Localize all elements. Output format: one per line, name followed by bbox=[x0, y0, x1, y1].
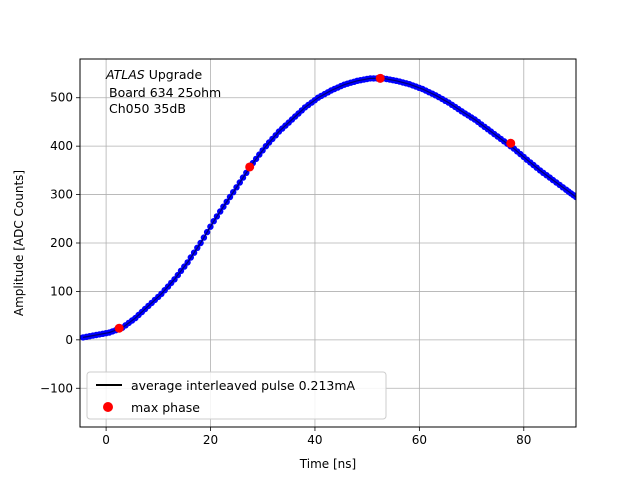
average-pulse-line-overlay bbox=[82, 77, 576, 338]
y-tick-label: 400 bbox=[50, 139, 73, 153]
x-tick-label: 20 bbox=[203, 433, 218, 447]
series-group bbox=[80, 73, 576, 341]
x-tick-label: 60 bbox=[412, 433, 427, 447]
x-tick-label: 0 bbox=[102, 433, 110, 447]
x-axis-label: Time [ns] bbox=[299, 457, 356, 471]
y-tick-label: 200 bbox=[50, 236, 73, 250]
legend-box bbox=[86, 371, 387, 420]
legend-label-max-phase: max phase bbox=[131, 400, 200, 415]
x-tick-label: 80 bbox=[516, 433, 531, 447]
legend: average interleaved pulse 0.213mA max ph… bbox=[86, 371, 387, 420]
y-tick-label: 300 bbox=[50, 188, 73, 202]
legend-label-average-pulse: average interleaved pulse 0.213mA bbox=[131, 378, 356, 393]
legend-marker-max-phase bbox=[103, 402, 113, 412]
data-layer bbox=[80, 73, 576, 341]
max-phase-point bbox=[506, 138, 516, 148]
svg-text:ATLAS Upgrade: ATLAS Upgrade bbox=[105, 67, 202, 82]
max-phase-point bbox=[245, 162, 255, 172]
annotation-atlas-italic: ATLAS bbox=[105, 67, 145, 82]
y-tick-label: −100 bbox=[40, 381, 73, 395]
y-tick-label: 100 bbox=[50, 284, 73, 298]
x-tick-label: 40 bbox=[307, 433, 322, 447]
tick-layer: 0 20 40 60 80 −100 0 100 200 300 400 500 bbox=[40, 91, 531, 447]
max-phase-point bbox=[114, 323, 124, 333]
max-phase-point bbox=[375, 73, 385, 83]
annotation-board: Board 634 25ohm bbox=[109, 85, 221, 100]
y-tick-label: 0 bbox=[65, 333, 73, 347]
annotation-upgrade: Upgrade bbox=[145, 67, 203, 82]
y-tick-label: 500 bbox=[50, 91, 73, 105]
y-axis-label: Amplitude [ADC Counts] bbox=[12, 170, 26, 316]
annotation-channel: Ch050 35dB bbox=[109, 101, 186, 116]
plot-annotation: ATLAS Upgrade Board 634 25ohm Ch050 35dB bbox=[105, 67, 221, 116]
